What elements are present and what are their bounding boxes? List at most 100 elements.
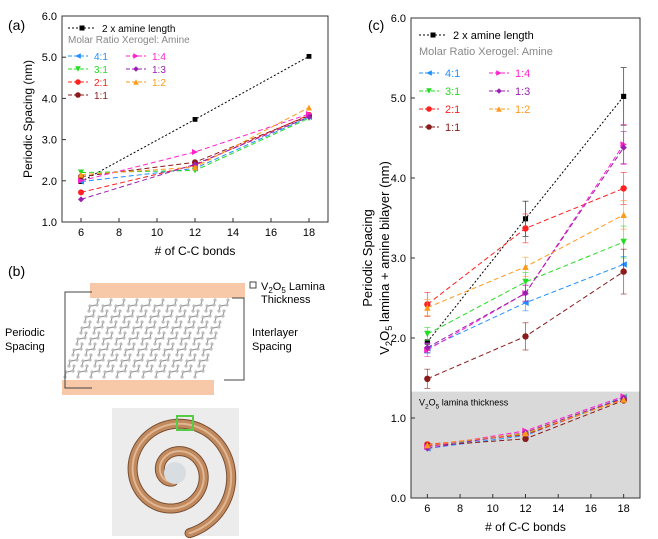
atom [169, 314, 173, 318]
legend-marker [426, 70, 432, 76]
atom [81, 359, 85, 363]
atom [88, 320, 92, 324]
atom [109, 298, 113, 302]
atom [179, 342, 183, 346]
x-tick-label: 16 [265, 227, 277, 239]
spiral-highlight [131, 422, 233, 535]
atom [197, 326, 201, 330]
atom [141, 375, 145, 379]
atom [213, 320, 217, 324]
x-axis-label: # of C-C bonds [485, 520, 566, 534]
legend-marker [75, 92, 81, 98]
atom [105, 309, 109, 313]
atom [109, 320, 113, 324]
x-tick-label: 10 [487, 503, 499, 515]
label-fragment: O [377, 331, 392, 341]
bottom-lamina [62, 380, 214, 395]
atom [158, 364, 162, 368]
atom [204, 309, 208, 313]
atom [168, 370, 172, 374]
series-1-2 [424, 199, 627, 317]
label-fragment: 2 [384, 341, 394, 346]
y-axis-label-line1: Periodic Spacing [360, 209, 375, 307]
atom [124, 364, 128, 368]
molecule-chain [175, 310, 186, 323]
legend-label: 3:1 [445, 86, 460, 98]
atom [191, 325, 195, 329]
atom [84, 315, 88, 319]
atom [123, 315, 127, 319]
legend-label: 1:4 [515, 68, 530, 80]
atom [195, 314, 199, 318]
atom [147, 303, 151, 307]
atom [193, 353, 197, 357]
atom [163, 364, 167, 368]
atom [205, 320, 209, 324]
atom [210, 326, 214, 330]
atom [149, 315, 153, 319]
atom [174, 336, 178, 340]
atom [100, 325, 104, 329]
atom [214, 315, 218, 319]
molecule-chain [214, 310, 225, 323]
x-tick-label: 12 [519, 503, 531, 515]
atom [146, 359, 150, 363]
atom [67, 364, 71, 368]
atom [119, 342, 123, 346]
atom [101, 320, 105, 324]
legend-marker [426, 124, 432, 130]
label-fragment: lamina thickness [439, 398, 509, 408]
data-point [306, 104, 312, 111]
atom [115, 375, 119, 379]
legend-heading: Molar Ratio Xerogel: Amine [419, 46, 553, 58]
legend-label: 2:1 [445, 104, 460, 116]
bilayer-diagram: V2O5 Lamina Thickness Periodic Spacing I… [5, 281, 326, 539]
molecule-chain [129, 365, 140, 378]
atom [122, 298, 126, 302]
legend-label: 3:1 [94, 65, 108, 76]
atom [162, 315, 166, 319]
molecule-chain [98, 343, 109, 356]
data-point [78, 196, 84, 203]
series-1-3 [424, 131, 627, 353]
y-tick-label: 2.0 [42, 176, 57, 188]
molecule-chain [168, 365, 179, 378]
legend-label: 1:2 [152, 78, 166, 89]
atom [205, 304, 209, 308]
atom [193, 375, 197, 379]
x-tick-label: 14 [552, 503, 564, 515]
atom [144, 331, 148, 335]
legend-label: 1:3 [152, 65, 166, 76]
atom [126, 325, 130, 329]
atom [153, 358, 157, 362]
legend-label: 4:1 [94, 52, 108, 63]
molecule-chain [115, 332, 126, 345]
atom [165, 309, 169, 313]
molecule-chain [102, 332, 113, 345]
atom [132, 364, 136, 368]
molecule-chain [184, 321, 195, 334]
atom [80, 326, 84, 330]
x-tick-label: 6 [424, 503, 430, 515]
atom [88, 358, 92, 362]
atom [145, 364, 149, 368]
atom [115, 353, 119, 357]
chart-a: 6 8 10 12 14 16 18 1.0 2.0 3.0 4.0 5.0 6.0 # of C-C b… [21, 11, 329, 258]
atom [123, 369, 127, 373]
atom [116, 370, 120, 374]
molecule-chain [176, 343, 187, 356]
atom [134, 303, 138, 307]
data-point [78, 189, 84, 196]
atom [167, 353, 171, 357]
molecule-chain [72, 343, 83, 356]
molecule-chain [141, 332, 152, 345]
atom [163, 348, 167, 352]
interlayer-label-line1: Interlayer [252, 327, 298, 339]
atom [209, 331, 213, 335]
x-tick-label: 14 [227, 227, 239, 239]
molecule-chain [114, 299, 125, 312]
atom [184, 326, 188, 330]
molecule-chain [198, 354, 209, 367]
molecule-chain [84, 310, 95, 323]
legend-amine-label: 2 x amine length [102, 24, 175, 35]
